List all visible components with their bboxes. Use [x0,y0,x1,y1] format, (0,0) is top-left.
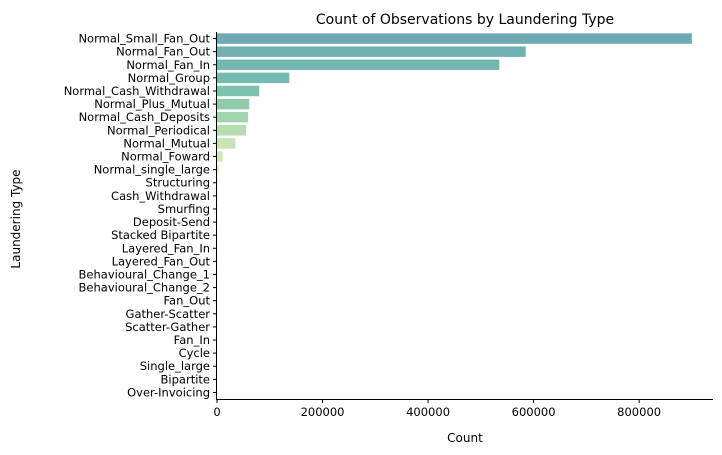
bar-normal-group [217,72,290,84]
x-tick-labels: 0 200000 400000 600000 800000 [213,399,661,419]
y-tick-label: Normal_Mutual [123,136,210,150]
y-tick-label: Fan_In [174,333,210,347]
y-tick-label: Bipartite [161,372,210,386]
y-tick-label: Behavioural_Change_2 [79,281,210,295]
y-tick-label: Cash_Withdrawal [111,189,210,203]
bar-normal-fan-out [217,46,526,57]
y-tick-label: Normal_Cash_Withdrawal [64,84,210,98]
y-axis-label: Laundering Type [9,169,23,268]
y-tick-label: Normal_Fan_Out [116,45,210,59]
y-tick-label: Normal_Plus_Mutual [94,97,210,111]
x-tick-label: 0 [213,405,220,419]
y-tick-label: Cycle [179,346,210,360]
bar-normal-fan-in [217,59,500,71]
y-tick-label: Normal_Small_Fan_Out [78,32,210,46]
bar-normal-cash-deposits [217,111,249,123]
x-tick-label: 200000 [301,405,345,419]
bar-normal-periodical [217,125,247,136]
bar-cash-withdrawal [217,190,218,202]
x-tick-label: 600000 [512,405,556,419]
bar-normal-foward [217,151,223,162]
bar-normal-plus-mutual [217,98,250,110]
bar-normal-small-fan-out [217,33,692,44]
y-tick-label: Over-Invoicing [127,385,210,399]
y-tick-label: Fan_Out [164,294,211,308]
y-tick-label: Behavioural_Change_1 [79,267,210,281]
y-tick-label: Stacked Bipartite [111,228,210,242]
bar-normal-single-large [217,164,219,175]
bars-group [217,33,692,398]
y-tick-label: Gather-Scatter [126,307,211,321]
y-tick-label: Normal_Fan_In [126,58,210,72]
bar-structuring [217,177,218,188]
y-tick-label: Layered_Fan_Out [112,254,211,268]
y-tick-label: Single_large [140,359,210,373]
y-tick-label: Normal_single_large [94,163,210,177]
y-tick-label: Normal_Cash_Deposits [79,110,210,124]
y-tick-label: Deposit-Send [133,215,210,229]
y-tick-label: Normal_Group [128,71,210,85]
x-tick-label: 800000 [617,405,661,419]
x-tick-label: 400000 [406,405,450,419]
x-axis-label: Count [447,431,483,445]
chart-title: Count of Observations by Laundering Type [316,12,614,28]
y-tick-label: Normal_Periodical [107,123,210,137]
y-tick-label: Scatter-Gather [125,320,210,334]
y-tick-labels: Normal_Small_Fan_OutNormal_Fan_OutNormal… [64,32,217,399]
y-tick-label: Structuring [146,176,210,190]
y-tick-label: Smurfing [158,202,210,216]
bar-normal-cash-withdrawal [217,85,260,97]
y-tick-label: Layered_Fan_In [122,241,210,255]
bar-normal-mutual [217,138,236,149]
bar-smurfing [217,203,218,215]
y-tick-label: Normal_Foward [121,150,210,164]
